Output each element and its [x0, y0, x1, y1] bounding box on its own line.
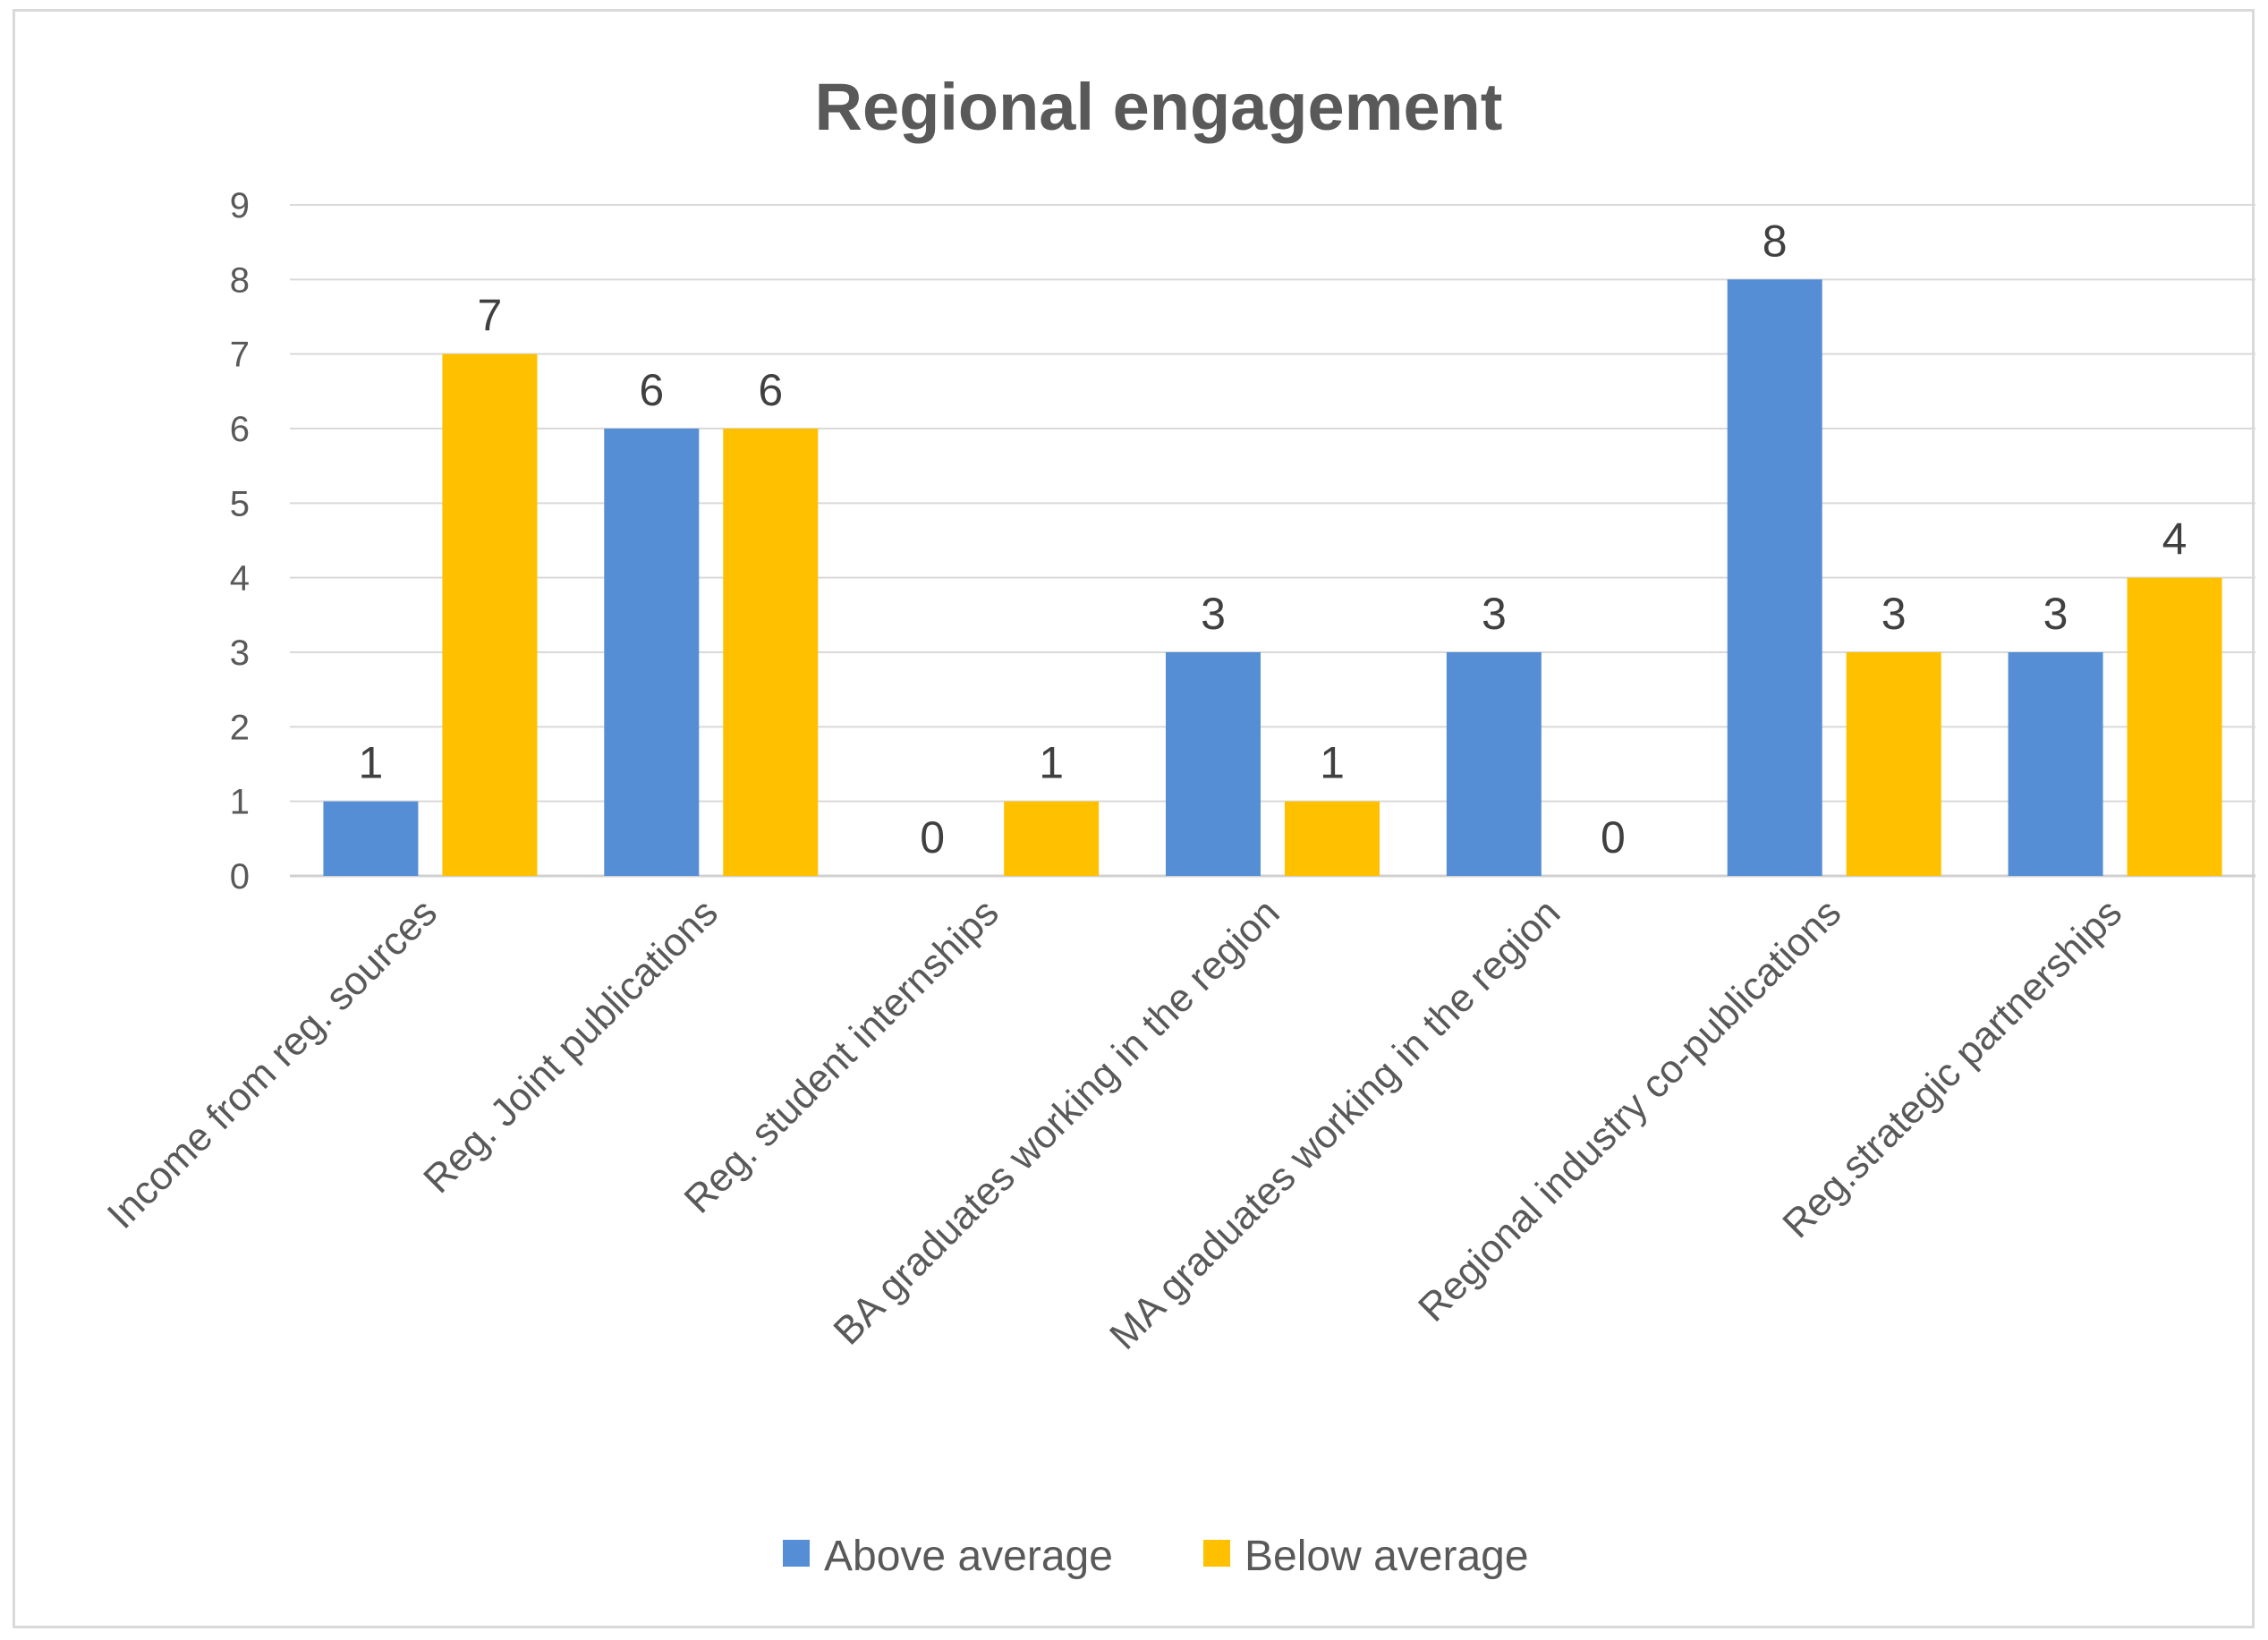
category-label: Income from reg. sources	[99, 890, 446, 1236]
bar	[2008, 652, 2103, 876]
bar	[1285, 801, 1380, 876]
bar	[2127, 577, 2222, 876]
data-label: 8	[1763, 216, 1788, 266]
data-label: 1	[1039, 738, 1064, 788]
legend-label: Above average	[824, 1533, 1113, 1580]
data-label: 3	[1201, 589, 1226, 639]
y-tick-label: 0	[230, 857, 250, 896]
category-label: MA graduates working in the region	[1101, 890, 1568, 1357]
bar	[1446, 652, 1542, 876]
category-label: Reg.strategic partnerships	[1774, 890, 2130, 1246]
data-label: 6	[639, 365, 664, 415]
data-label: 3	[2043, 589, 2068, 639]
bar	[1004, 801, 1100, 876]
bar	[442, 353, 538, 877]
data-label: 6	[758, 365, 783, 415]
data-label: 1	[1320, 738, 1345, 788]
bar	[1846, 652, 1941, 876]
data-label: 0	[920, 812, 945, 862]
data-label: 4	[2162, 514, 2187, 565]
bars	[323, 279, 2222, 877]
data-label: 3	[1482, 589, 1507, 639]
y-tick-label: 8	[230, 260, 250, 300]
data-label: 7	[478, 291, 503, 341]
data-label: 3	[1882, 589, 1907, 639]
y-tick-label: 9	[230, 186, 250, 225]
y-tick-label: 1	[230, 783, 250, 822]
category-label: BA graduates working in the region	[825, 890, 1287, 1353]
y-tick-label: 7	[230, 336, 250, 375]
data-labels: 1 7 6 6 0 1 3 1 3 0 8 3 3 4	[359, 216, 2187, 862]
y-tick-label: 2	[230, 708, 250, 747]
category-label: Reg. Joint publications	[415, 890, 726, 1202]
bar	[323, 801, 419, 876]
y-tick-label: 6	[230, 410, 250, 449]
data-label: 0	[1601, 812, 1626, 862]
legend-swatch	[1203, 1540, 1230, 1567]
y-tick-label: 3	[230, 633, 250, 673]
bar	[604, 429, 700, 876]
legend-swatch	[783, 1540, 810, 1567]
chart-title: Regional engagement	[815, 70, 1503, 144]
legend-label: Below average	[1244, 1533, 1529, 1580]
chart-frame: Regional engagement 0 1 2 3 4 5 6 7 8 9 1 7 6 6 0 1 3 1 3…	[13, 9, 2255, 1628]
legend: Above average Below average	[783, 1533, 1529, 1580]
category-label: Reg. student internships	[676, 890, 1007, 1221]
bar	[1727, 279, 1822, 876]
y-tick-label: 5	[230, 484, 250, 523]
bar	[723, 429, 819, 876]
y-tick-label: 4	[230, 559, 250, 599]
bar-chart: Regional engagement 0 1 2 3 4 5 6 7 8 9 1 7 6 6 0 1 3 1 3…	[99, 70, 2255, 1580]
data-label: 1	[359, 738, 384, 788]
bar	[1166, 652, 1261, 876]
y-axis-ticks: 0 1 2 3 4 5 6 7 8 9	[230, 186, 250, 896]
gridlines	[290, 204, 2255, 878]
